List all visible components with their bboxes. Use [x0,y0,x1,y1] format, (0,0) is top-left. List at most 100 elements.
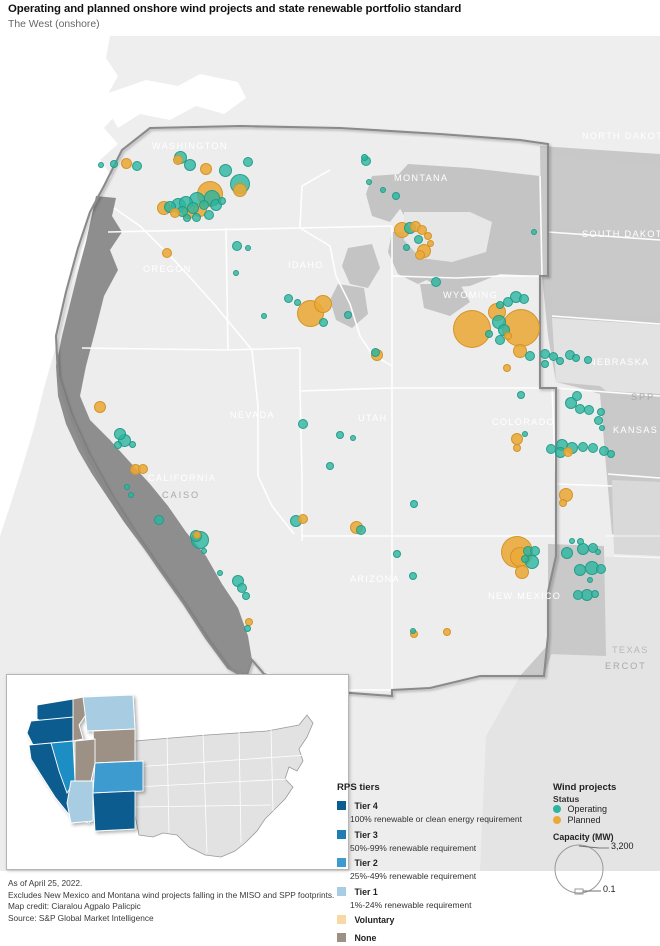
project-bubble-operating[interactable] [574,564,586,576]
wind-legend-item-operating[interactable]: Operating [553,804,658,815]
project-bubble-operating[interactable] [596,564,606,574]
project-bubble-operating[interactable] [519,294,529,304]
project-bubble-operating[interactable] [204,210,214,220]
project-bubble-operating[interactable] [183,214,191,222]
project-bubble-operating[interactable] [283,293,293,303]
project-bubble-operating[interactable] [199,200,209,210]
project-bubble-planned[interactable] [426,239,434,247]
project-bubble-planned[interactable] [453,310,491,348]
project-bubble-operating[interactable] [522,431,528,437]
project-bubble-operating[interactable] [546,444,556,454]
project-bubble-operating[interactable] [245,245,251,251]
project-bubble-operating[interactable] [132,161,142,171]
project-bubble-operating[interactable] [599,425,605,431]
project-bubble-planned[interactable] [314,295,332,313]
project-bubble-planned[interactable] [515,565,529,579]
project-bubble-operating[interactable] [392,192,400,200]
project-bubble-operating[interactable] [218,197,226,205]
project-bubble-operating[interactable] [548,351,558,361]
project-bubble-operating[interactable] [595,549,601,555]
project-bubble-operating[interactable] [431,277,441,287]
project-bubble-operating[interactable] [584,356,592,364]
project-bubble-operating[interactable] [576,537,584,545]
project-bubble-operating[interactable] [201,548,207,554]
project-bubble-operating[interactable] [561,547,573,559]
map-canvas[interactable]: WASHINGTON OREGON IDAHO MONTANA WYOMING … [0,36,660,871]
project-bubble-operating[interactable] [588,543,598,553]
project-bubble-operating[interactable] [128,440,136,448]
project-bubble-operating[interactable] [243,157,253,167]
rps-legend-item-tier3[interactable]: Tier 3 50%-99% renewable requirement [337,825,532,854]
project-bubble-operating[interactable] [243,624,251,632]
project-bubble-planned[interactable] [200,163,212,175]
rps-legend-item-voluntary[interactable]: Voluntary [337,910,532,928]
project-bubble-operating[interactable] [495,335,505,345]
project-bubble-planned[interactable] [443,628,451,636]
project-bubble-operating[interactable] [573,590,583,600]
project-bubble-operating[interactable] [380,187,386,193]
project-bubble-operating[interactable] [409,572,417,580]
project-bubble-planned[interactable] [162,248,172,258]
project-bubble-operating[interactable] [217,570,223,576]
project-bubble-planned[interactable] [298,514,308,524]
project-bubble-operating[interactable] [218,163,232,177]
project-bubble-operating[interactable] [503,297,513,307]
project-bubble-operating[interactable] [410,500,418,508]
project-bubble-planned[interactable] [417,225,427,235]
project-bubble-planned[interactable] [415,250,425,260]
project-bubble-operating[interactable] [298,419,308,429]
project-bubble-planned[interactable] [513,444,521,452]
project-bubble-operating[interactable] [607,450,615,458]
project-bubble-operating[interactable] [587,577,593,583]
project-bubble-operating[interactable] [114,441,122,449]
project-bubble-planned[interactable] [173,155,183,165]
project-bubble-operating[interactable] [97,161,105,169]
rps-legend-item-tier4[interactable]: Tier 4 100% renewable or clean energy re… [337,796,532,825]
project-bubble-planned[interactable] [424,232,432,240]
project-bubble-operating[interactable] [233,270,239,276]
project-bubble-planned[interactable] [138,464,148,474]
project-bubble-operating[interactable] [496,301,504,309]
project-bubble-operating[interactable] [318,317,328,327]
project-bubble-operating[interactable] [350,435,356,441]
project-bubble-operating[interactable] [572,391,582,401]
project-bubble-operating[interactable] [572,354,580,362]
project-bubble-planned[interactable] [559,499,567,507]
project-bubble-operating[interactable] [261,313,267,319]
project-bubble-planned[interactable] [563,447,573,457]
project-bubble-operating[interactable] [591,590,599,598]
project-bubble-operating[interactable] [110,160,118,168]
rps-legend-item-tier1[interactable]: Tier 1 1%-24% renewable requirement [337,882,532,911]
project-bubble-operating[interactable] [525,351,535,361]
project-bubble-operating[interactable] [114,428,126,440]
project-bubble-operating[interactable] [584,405,594,415]
project-bubble-operating[interactable] [124,484,130,490]
project-bubble-operating[interactable] [597,408,605,416]
project-bubble-operating[interactable] [370,347,380,357]
project-bubble-planned[interactable] [503,364,511,372]
project-bubble-planned[interactable] [170,208,180,218]
project-bubble-operating[interactable] [410,628,416,634]
project-bubble-operating[interactable] [293,298,301,306]
project-bubble-operating[interactable] [531,229,537,235]
project-bubble-operating[interactable] [413,234,423,244]
project-bubble-operating[interactable] [485,330,493,338]
project-bubble-operating[interactable] [588,443,598,453]
project-bubble-planned[interactable] [193,531,201,539]
project-bubble-operating[interactable] [521,555,529,563]
project-bubble-operating[interactable] [184,159,196,171]
project-bubble-operating[interactable] [232,241,242,251]
project-bubble-operating[interactable] [336,431,344,439]
project-bubble-operating[interactable] [360,153,368,161]
rps-legend-item-tier2[interactable]: Tier 2 25%-49% renewable requirement [337,853,532,882]
project-bubble-operating[interactable] [517,391,525,399]
wind-legend-item-planned[interactable]: Planned [553,815,658,826]
project-bubble-operating[interactable] [154,515,164,525]
project-bubble-operating[interactable] [242,592,250,600]
project-bubble-operating[interactable] [402,243,410,251]
project-bubble-operating[interactable] [393,550,401,558]
project-bubble-planned[interactable] [504,332,512,340]
project-bubble-operating[interactable] [128,492,134,498]
project-bubble-operating[interactable] [366,179,372,185]
project-bubble-operating[interactable] [344,311,352,319]
